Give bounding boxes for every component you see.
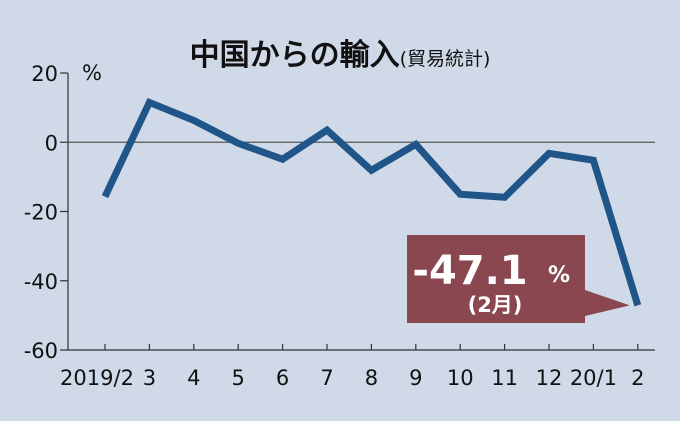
y-tick-label: -20: [24, 201, 58, 225]
x-tick-label: 2019/2: [60, 366, 134, 390]
x-tick-label: 20/1: [570, 366, 617, 390]
chart-title: 中国からの輸入(貿易統計): [0, 30, 680, 74]
x-tick-label: 4: [187, 366, 200, 390]
x-tick-label: 8: [365, 366, 378, 390]
x-tick-label: 11: [491, 366, 518, 390]
x-tick-label: 6: [276, 366, 289, 390]
annotation-unit: %: [548, 263, 570, 288]
x-tick-label: 9: [409, 366, 422, 390]
y-unit-label: %: [82, 61, 102, 85]
x-tick-label: 3: [143, 366, 156, 390]
x-tick-label: 12: [536, 366, 563, 390]
annotation-value: -47.1: [412, 248, 527, 294]
x-tick-label: 7: [320, 366, 333, 390]
x-tick-label: 5: [232, 366, 245, 390]
x-tick-label: 2: [631, 366, 644, 390]
y-tick-label: 0: [45, 131, 58, 155]
annotation-box: [407, 235, 630, 323]
x-tick-label: 10: [447, 366, 474, 390]
title-main: 中国からの輸入: [189, 38, 400, 73]
y-tick-label: -60: [24, 339, 58, 363]
title-subtitle: (貿易統計): [399, 48, 491, 70]
y-tick-label: -40: [24, 270, 58, 294]
y-tick-label: 20: [31, 62, 58, 86]
annotation-label: (2月): [468, 293, 523, 317]
